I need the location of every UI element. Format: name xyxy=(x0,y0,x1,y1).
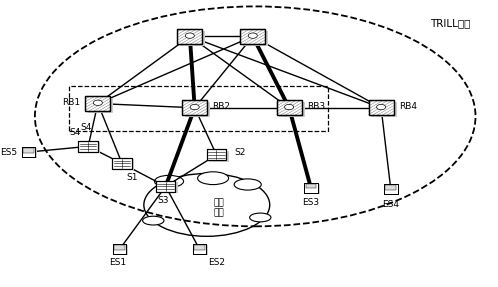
Circle shape xyxy=(190,104,199,110)
FancyBboxPatch shape xyxy=(24,148,37,158)
Text: S4: S4 xyxy=(69,128,80,137)
FancyBboxPatch shape xyxy=(177,29,202,44)
FancyBboxPatch shape xyxy=(240,29,265,44)
Circle shape xyxy=(284,104,294,110)
Text: RB3: RB3 xyxy=(307,102,325,111)
Text: S1: S1 xyxy=(126,173,137,182)
FancyBboxPatch shape xyxy=(115,245,128,255)
Ellipse shape xyxy=(198,172,229,185)
Ellipse shape xyxy=(154,175,184,187)
FancyBboxPatch shape xyxy=(79,141,98,152)
FancyBboxPatch shape xyxy=(386,185,399,195)
Circle shape xyxy=(185,33,194,38)
FancyBboxPatch shape xyxy=(81,142,100,153)
FancyBboxPatch shape xyxy=(306,184,320,194)
Circle shape xyxy=(93,100,103,105)
FancyBboxPatch shape xyxy=(279,102,305,117)
Ellipse shape xyxy=(234,179,261,190)
FancyBboxPatch shape xyxy=(185,102,210,117)
FancyBboxPatch shape xyxy=(113,158,132,169)
FancyBboxPatch shape xyxy=(276,100,302,115)
Text: RB1: RB1 xyxy=(62,98,80,106)
FancyBboxPatch shape xyxy=(113,244,126,254)
FancyBboxPatch shape xyxy=(384,184,397,194)
Text: ES1: ES1 xyxy=(109,258,126,267)
FancyBboxPatch shape xyxy=(182,100,207,115)
Text: TRILL网络: TRILL网络 xyxy=(430,18,471,28)
FancyBboxPatch shape xyxy=(88,98,114,113)
FancyBboxPatch shape xyxy=(304,183,318,193)
FancyBboxPatch shape xyxy=(22,147,35,157)
FancyBboxPatch shape xyxy=(23,148,34,153)
FancyBboxPatch shape xyxy=(158,182,178,193)
Text: ES2: ES2 xyxy=(208,258,225,267)
Ellipse shape xyxy=(249,213,271,222)
FancyBboxPatch shape xyxy=(369,100,394,115)
FancyBboxPatch shape xyxy=(209,151,229,162)
FancyBboxPatch shape xyxy=(194,245,205,250)
Text: 接入
网络: 接入 网络 xyxy=(214,198,224,218)
Text: S3: S3 xyxy=(157,196,169,205)
Text: ES5: ES5 xyxy=(0,148,17,157)
Text: S4: S4 xyxy=(80,123,92,132)
FancyBboxPatch shape xyxy=(193,244,206,254)
FancyBboxPatch shape xyxy=(243,31,268,46)
FancyBboxPatch shape xyxy=(85,96,111,111)
FancyBboxPatch shape xyxy=(115,160,134,170)
Text: RB2: RB2 xyxy=(212,102,230,111)
Text: ES4: ES4 xyxy=(382,199,399,209)
Text: RB4: RB4 xyxy=(399,102,417,111)
FancyBboxPatch shape xyxy=(156,181,175,192)
FancyBboxPatch shape xyxy=(115,245,125,250)
FancyBboxPatch shape xyxy=(306,184,316,188)
FancyBboxPatch shape xyxy=(195,245,208,255)
FancyBboxPatch shape xyxy=(180,31,205,46)
Ellipse shape xyxy=(142,216,164,225)
FancyBboxPatch shape xyxy=(372,102,396,117)
Circle shape xyxy=(249,33,257,38)
Text: S2: S2 xyxy=(234,148,246,157)
FancyBboxPatch shape xyxy=(207,150,226,160)
FancyBboxPatch shape xyxy=(385,185,396,190)
Circle shape xyxy=(376,104,385,110)
Bar xyxy=(69,86,328,131)
Text: ES3: ES3 xyxy=(302,198,319,207)
